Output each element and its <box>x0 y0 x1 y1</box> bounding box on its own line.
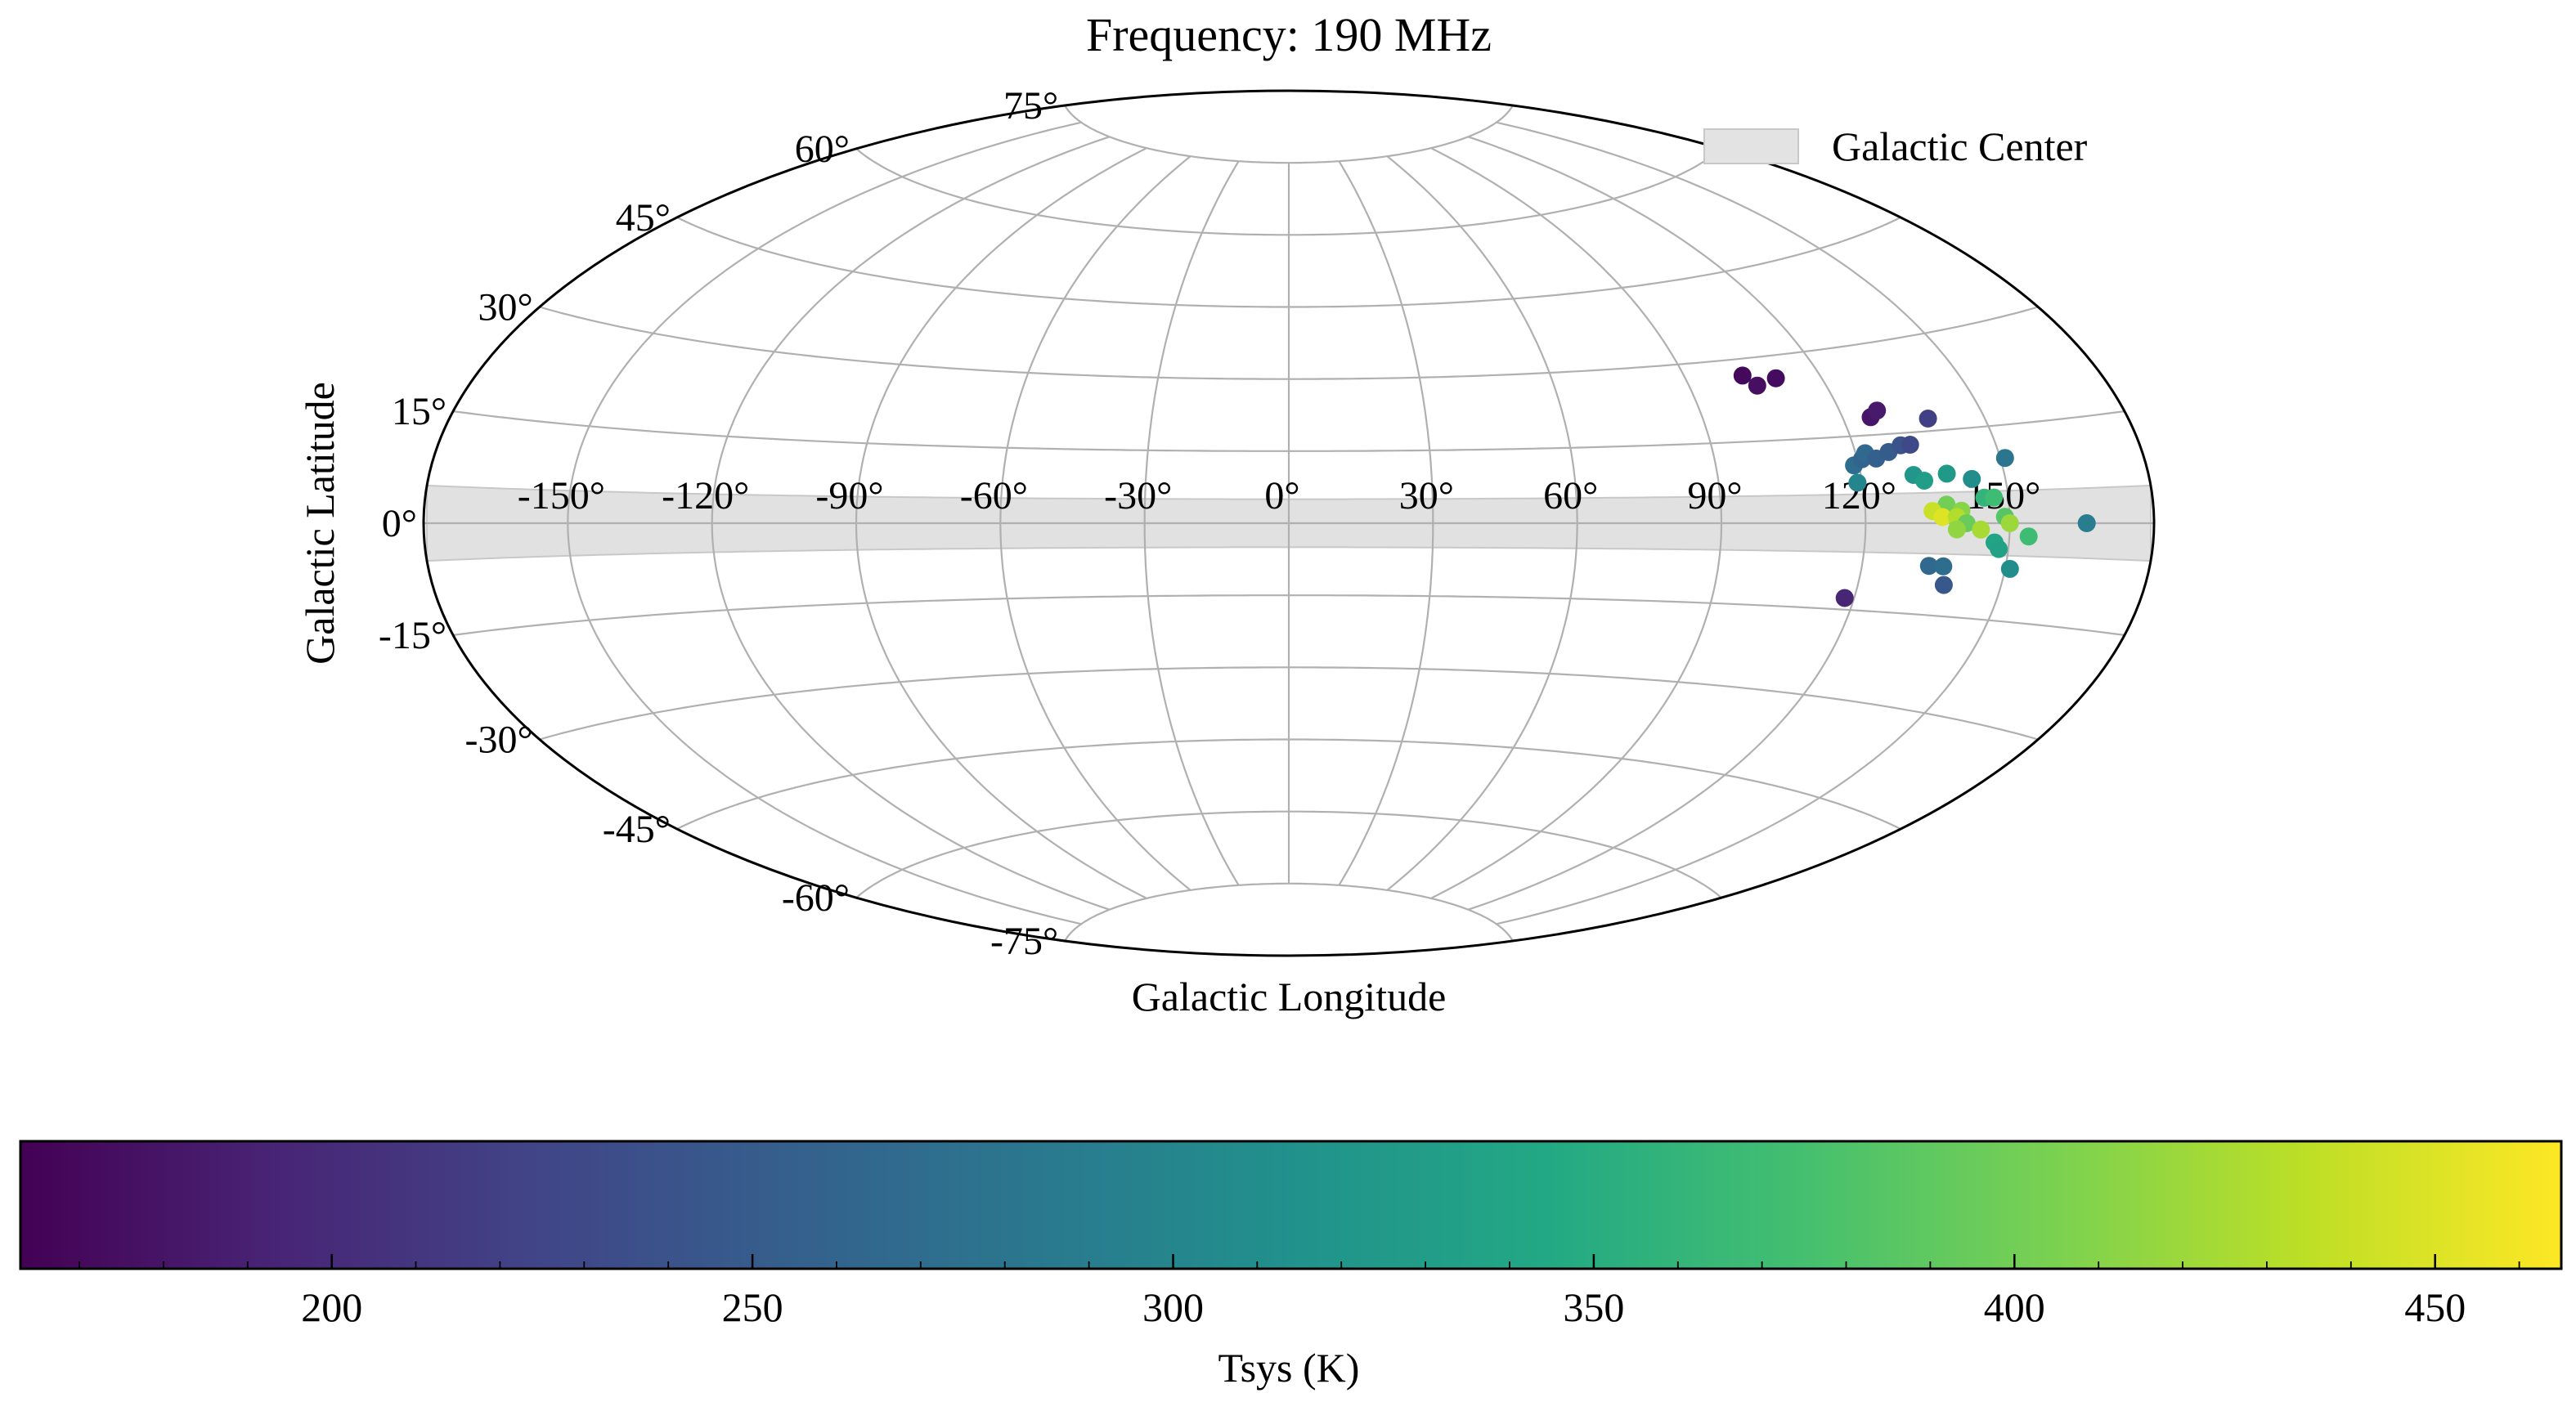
data-point <box>1985 488 2004 507</box>
longitude-gridline <box>711 136 1110 911</box>
y-tick-label: 15° <box>392 390 447 433</box>
longitude-gridline <box>1386 155 1578 891</box>
data-point <box>2000 514 2019 532</box>
legend: Galactic Center <box>1703 123 2088 169</box>
data-points <box>1733 366 2096 607</box>
colorbar-label: Tsys (K) <box>1218 1345 1360 1391</box>
longitude-gridline <box>1468 136 1867 911</box>
latitude-gridline <box>1064 882 1514 942</box>
data-point <box>2019 527 2038 546</box>
data-point <box>1766 369 1785 387</box>
data-point <box>1748 376 1766 395</box>
legend-label: Galactic Center <box>1832 123 2088 169</box>
data-point <box>1934 557 1953 576</box>
longitude-gridline <box>567 121 1082 925</box>
data-point <box>1934 576 1953 594</box>
y-tick-label: -45° <box>603 808 671 851</box>
x-tick-label: 60° <box>1543 474 1598 517</box>
chart-title: Frequency: 190 MHz <box>1086 8 1492 61</box>
y-tick-label: 60° <box>795 128 850 171</box>
latitude-tick-labels: 75° 60° 45° 30° 15° 0° -15° -30° -45° -60° -75° <box>379 84 1058 963</box>
colorbar-tick-label: 300 <box>1142 1284 1204 1330</box>
colorbar-gradient <box>19 1140 2563 1270</box>
data-point <box>2077 514 2096 532</box>
x-tick-label: -150° <box>518 474 605 517</box>
data-point <box>1919 557 1938 576</box>
y-tick-label: -30° <box>465 719 533 762</box>
y-tick-label: 0° <box>382 502 417 545</box>
y-tick-label: -75° <box>990 920 1058 963</box>
longitude-gridline <box>999 155 1192 891</box>
x-tick-label: -120° <box>662 474 749 517</box>
x-tick-label: 0° <box>1264 474 1299 517</box>
colorbar-tick-label: 250 <box>722 1284 783 1330</box>
data-point <box>1995 449 2014 468</box>
data-point <box>1972 520 1990 539</box>
y-tick-label: 45° <box>616 196 671 240</box>
latitude-gridline <box>1064 105 1514 164</box>
y-tick-label: 30° <box>478 286 532 329</box>
longitude-gridline <box>855 147 1147 899</box>
colorbar-ticks: 200 250 300 350 400 450 <box>79 1254 2520 1330</box>
longitude-tick-labels: -150° -120° -90° -60° -30° 0° 30° 60° 90° 120° 150… <box>518 474 2041 517</box>
x-tick-label: -90° <box>815 474 883 517</box>
x-tick-label: -60° <box>960 474 1028 517</box>
data-point <box>1947 520 1966 539</box>
data-point <box>1990 540 2008 558</box>
data-point <box>1933 508 1952 526</box>
colorbar-tick-label: 450 <box>2404 1284 2466 1330</box>
legend-swatch <box>1703 128 1799 164</box>
longitude-gridline <box>1338 160 1434 886</box>
longitude-gridline <box>1430 147 1723 899</box>
colorbar-tick-label: 400 <box>1984 1284 2045 1330</box>
graticule <box>424 105 2154 942</box>
colorbar-tick-label: 200 <box>301 1284 362 1330</box>
data-point <box>1868 401 1887 420</box>
data-point <box>1937 464 1956 483</box>
x-tick-label: -30° <box>1104 474 1172 517</box>
data-point <box>2000 559 2019 578</box>
y-axis-label: Galactic Latitude <box>297 382 343 665</box>
data-point <box>1963 469 1981 488</box>
y-tick-label: -15° <box>379 614 447 657</box>
data-point <box>1901 436 1919 454</box>
colorbar: 200 250 300 350 400 450 Tsys (K) <box>19 1140 2563 1391</box>
map-boundary <box>422 89 2156 957</box>
y-tick-label: 75° <box>1003 84 1058 128</box>
colorbar-tick-label: 350 <box>1563 1284 1624 1330</box>
data-point <box>1848 473 1867 492</box>
data-point <box>1915 472 1933 490</box>
y-tick-label: -60° <box>782 876 850 920</box>
data-point <box>1835 589 1854 607</box>
longitude-gridline <box>1143 160 1240 886</box>
data-point <box>1733 366 1752 385</box>
data-point <box>1919 410 1937 428</box>
x-tick-label: 90° <box>1687 474 1742 517</box>
x-axis-label: Galactic Longitude <box>1132 974 1447 1019</box>
x-tick-label: 30° <box>1399 474 1454 517</box>
